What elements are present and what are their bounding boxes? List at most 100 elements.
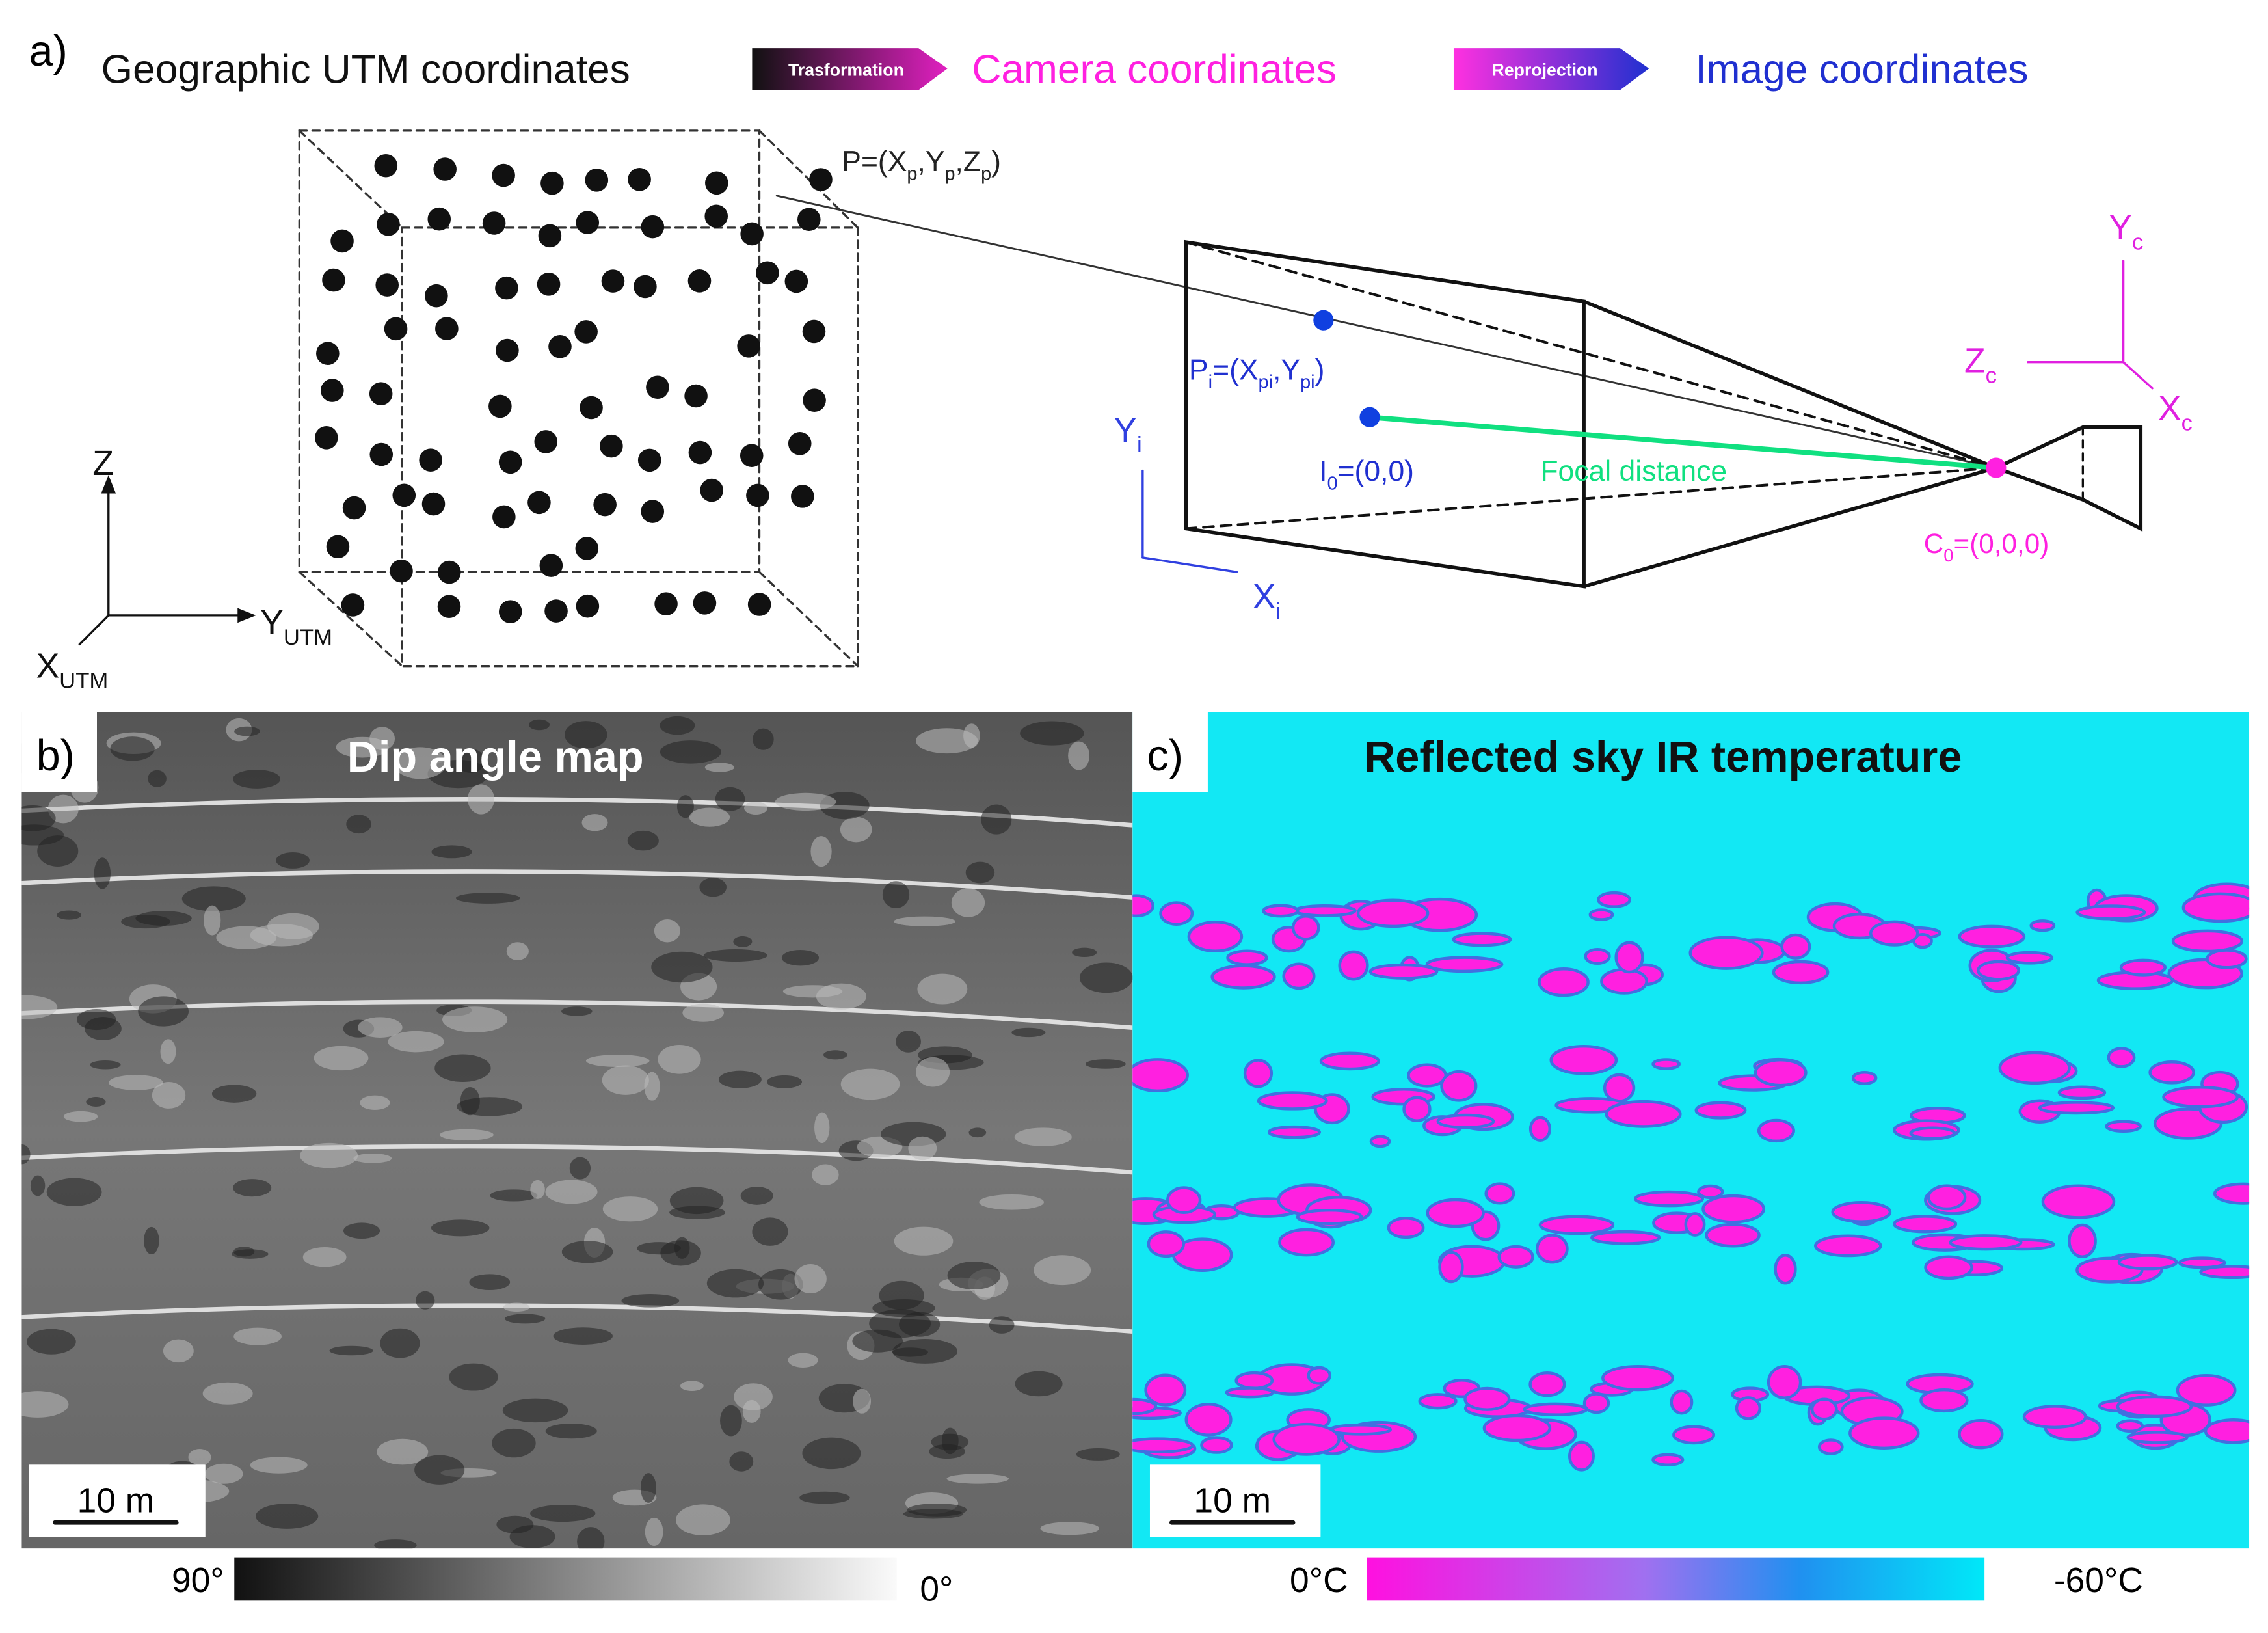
point	[740, 222, 764, 246]
texture	[46, 1178, 102, 1206]
point	[482, 211, 506, 235]
label: P=(Xp,Yp,Zp)	[842, 146, 1001, 184]
texture	[1293, 904, 1357, 917]
texture	[740, 1187, 773, 1205]
arrow-label: Reprojection	[1492, 60, 1598, 79]
texture	[1407, 1063, 1448, 1088]
texture	[2181, 892, 2250, 923]
dip-map-image	[21, 712, 1133, 1549]
texture	[899, 1312, 941, 1337]
texture	[581, 814, 608, 831]
texture	[1605, 1100, 1682, 1128]
texture	[431, 845, 472, 859]
texture	[840, 816, 872, 843]
texture	[135, 911, 192, 926]
texture	[1601, 1364, 1674, 1392]
label: YUTM	[260, 604, 332, 650]
texture	[1159, 901, 1194, 926]
texture	[503, 1302, 530, 1312]
texture	[21, 995, 58, 1019]
texture	[302, 1247, 347, 1267]
texture	[816, 983, 866, 1010]
texture	[585, 1055, 650, 1067]
flow-text: Image coordinates	[1695, 47, 2028, 92]
texture	[1590, 1230, 1661, 1245]
texture	[788, 1353, 818, 1368]
texture	[1291, 915, 1320, 941]
panel-title: Reflected sky IR temperature	[1364, 733, 1962, 781]
point	[437, 595, 461, 619]
flow-text: Camera coordinates	[972, 47, 1337, 92]
texture	[2029, 919, 2056, 932]
texture	[715, 787, 745, 811]
point	[784, 269, 808, 293]
texture	[929, 1444, 966, 1459]
texture	[968, 1127, 987, 1138]
texture	[2116, 1419, 2144, 1433]
point	[634, 275, 657, 299]
texture	[1538, 1215, 1615, 1235]
texture	[1697, 1184, 1724, 1200]
point	[369, 382, 393, 405]
colorbar-label: 0°	[920, 1570, 953, 1608]
point	[527, 491, 551, 515]
texture	[569, 1157, 591, 1180]
point	[316, 342, 340, 365]
texture	[449, 1363, 498, 1391]
texture	[21, 824, 64, 846]
texture	[86, 1097, 106, 1107]
point	[684, 384, 708, 408]
point	[700, 478, 723, 502]
texture	[1810, 1397, 1838, 1421]
texture	[2105, 1120, 2142, 1133]
texture	[703, 949, 767, 962]
cube	[298, 129, 859, 668]
texture	[1998, 1051, 2071, 1085]
label-part: =(0,0,0)	[1954, 528, 2049, 559]
texture	[468, 784, 495, 815]
texture	[529, 719, 550, 731]
point	[575, 537, 599, 560]
point	[576, 211, 600, 234]
texture	[90, 1060, 121, 1070]
point	[425, 284, 448, 308]
texture	[2116, 1395, 2193, 1418]
texture	[358, 1017, 403, 1038]
texture	[2119, 958, 2167, 977]
texture	[148, 770, 167, 787]
point	[369, 442, 394, 466]
point	[746, 483, 769, 507]
texture	[1701, 1194, 1765, 1224]
label-part: Z	[92, 444, 114, 483]
texture	[204, 905, 221, 936]
texture	[794, 1264, 827, 1294]
texture	[1603, 1073, 1636, 1103]
point	[326, 535, 350, 559]
label-box	[21, 712, 97, 792]
texture	[152, 1082, 186, 1109]
texture	[1927, 1184, 1967, 1211]
texture	[1338, 950, 1369, 981]
texture	[963, 723, 980, 748]
texture	[1425, 956, 1504, 973]
texture	[1497, 1245, 1534, 1269]
label: Yc	[2109, 209, 2143, 255]
subscript: UTM	[284, 625, 332, 650]
point	[737, 334, 760, 358]
label-part: Y	[260, 604, 284, 642]
texture	[2171, 929, 2244, 953]
label: XUTM	[36, 647, 109, 694]
subscript: c	[1986, 363, 1997, 388]
texture	[654, 919, 680, 943]
texture	[414, 1455, 465, 1485]
texture	[1919, 1388, 1969, 1413]
texture	[1523, 1402, 1588, 1416]
texture	[1040, 1522, 1099, 1535]
label-part: X	[36, 647, 60, 686]
texture	[1132, 1437, 1194, 1454]
texture	[457, 1097, 523, 1116]
point	[803, 388, 826, 412]
label-part: =(X	[1212, 354, 1258, 386]
label-part: ,Y	[917, 146, 944, 178]
